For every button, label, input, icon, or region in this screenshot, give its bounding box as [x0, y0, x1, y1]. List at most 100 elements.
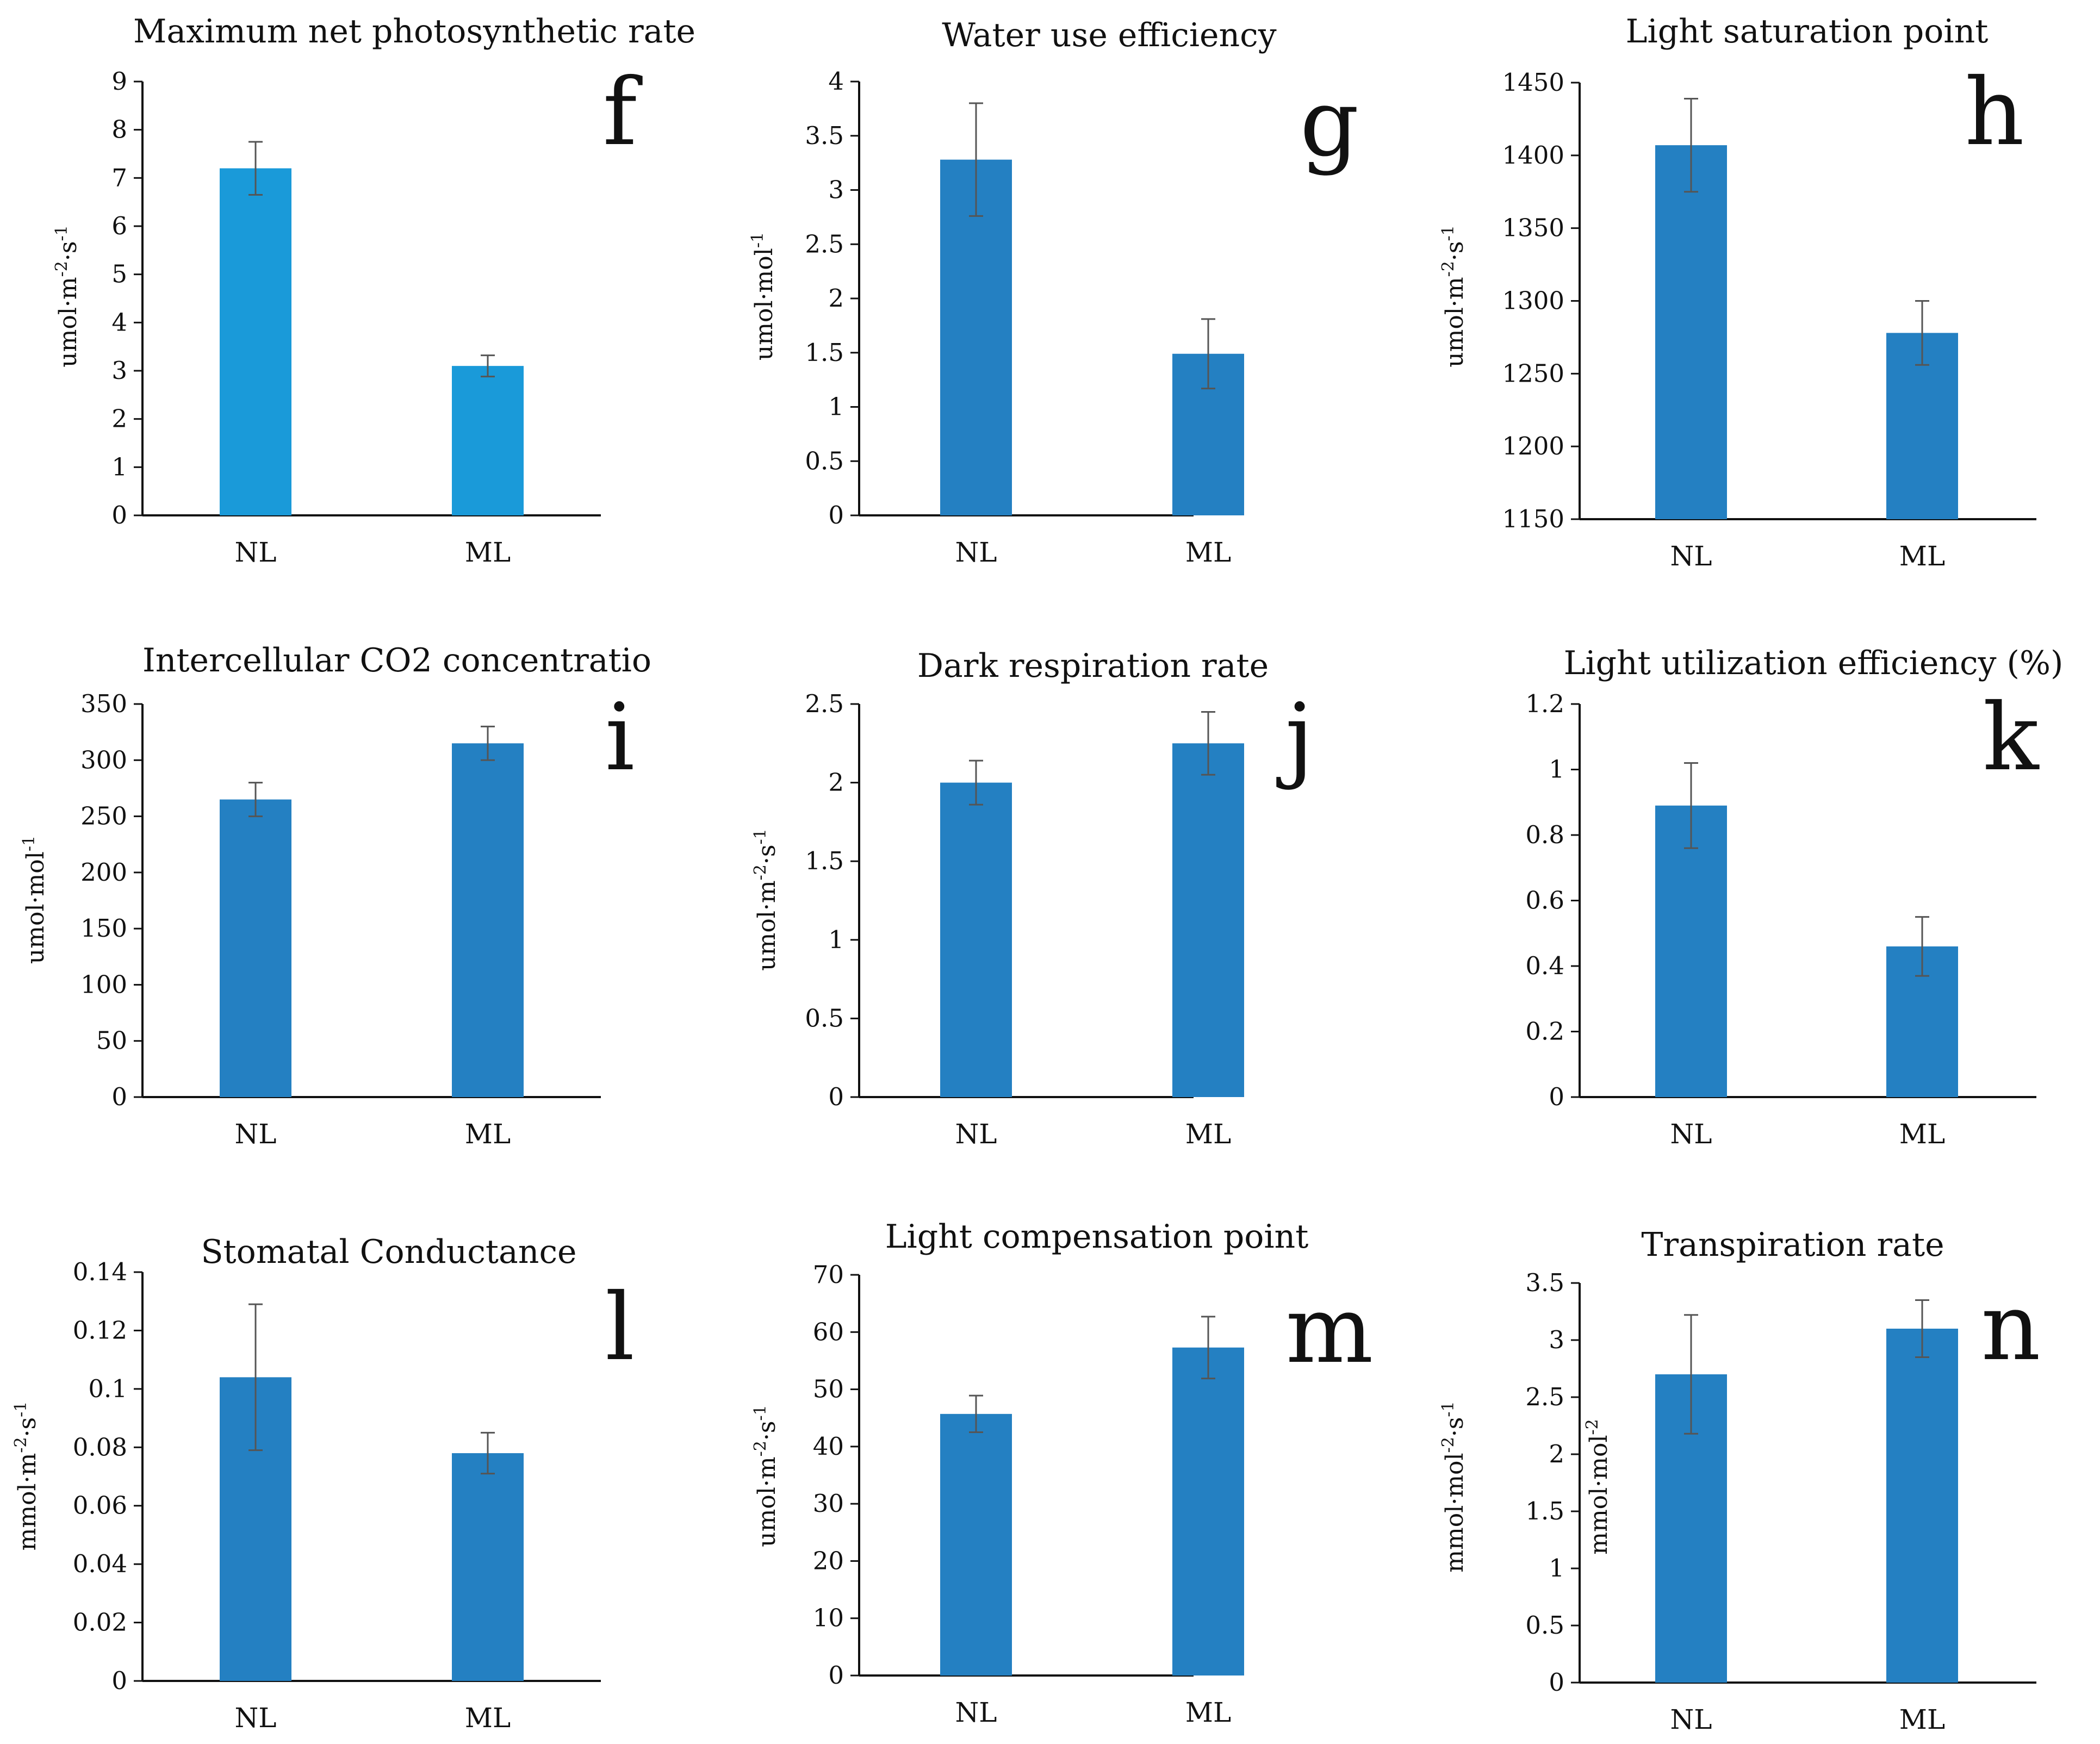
y-tick-label: 200 — [80, 858, 127, 887]
y-tick-label: 1 — [1549, 755, 1564, 784]
y-tick-label: 50 — [813, 1375, 844, 1404]
y-tick-label: 2 — [828, 768, 844, 797]
panel-letter: i — [605, 684, 635, 792]
y-tick-label: 0.04 — [73, 1549, 127, 1578]
y-tick-label: 150 — [80, 914, 127, 943]
y-tick-label: 10 — [813, 1604, 844, 1633]
chart-m: Light compensation point m 0 10 20 30 40 50 60 70… — [751, 1218, 1374, 1728]
chart-n: Transpiration rate n 0 0.5 1 1.5 2 2.5 3 3.5 NL ML m… — [1439, 1226, 2041, 1735]
y-tick-label: 2.5 — [805, 689, 844, 718]
y-tick-label: 3 — [1549, 1325, 1564, 1354]
y-tick-label: 5 — [111, 260, 127, 289]
y-tick-label: 30 — [813, 1489, 844, 1518]
panel-letter: n — [1981, 1274, 2041, 1381]
y-axis-label: umol·m-2·s-1 — [1439, 225, 1469, 367]
y-tick-label: 0 — [828, 501, 844, 530]
y-tick-label: 1200 — [1502, 432, 1564, 460]
y-axis-label: umol·m-2·s-1 — [751, 1405, 781, 1547]
y-tick-label: 2 — [111, 404, 127, 433]
chart-title: Dark respiration rate — [917, 647, 1269, 685]
x-category-label: NL — [1670, 1118, 1712, 1150]
chart-h: Light saturation point h 1150 1200 1250 1300 1… — [1439, 13, 2036, 572]
chart-f: Maximum net photosynthetic rate f 0 1 2 3 4 5 6 7… — [52, 13, 696, 568]
y-tick-label: 4 — [828, 67, 844, 96]
x-category-label: NL — [1670, 1704, 1712, 1735]
y-axis-label: mmol·mol-2·s-1 — [1439, 1401, 1469, 1572]
x-category-label: NL — [235, 1118, 277, 1150]
y-tick-label: 40 — [813, 1432, 844, 1461]
x-category-label: ML — [1185, 537, 1231, 568]
y-tick-label: 50 — [96, 1026, 127, 1055]
bar-nl — [940, 159, 1012, 515]
y-tick-label: 1 — [1549, 1554, 1564, 1583]
chart-title: Light compensation point — [885, 1218, 1309, 1256]
panel-letter: m — [1285, 1276, 1373, 1384]
y-tick-label: 1.5 — [805, 846, 844, 875]
y-tick-label: 1.5 — [1525, 1497, 1564, 1525]
y-tick-label: 300 — [80, 745, 127, 774]
y-tick-label: 1350 — [1502, 214, 1564, 242]
chart-title: Maximum net photosynthetic rate — [133, 13, 695, 51]
y-tick-label: 20 — [813, 1546, 844, 1575]
y-tick-label: 3.5 — [1525, 1268, 1564, 1297]
y-tick-label: 0 — [111, 501, 127, 530]
x-category-label: NL — [235, 1702, 277, 1734]
y-tick-label: 0 — [1549, 1668, 1564, 1697]
x-category-label: ML — [1185, 1697, 1231, 1728]
y-tick-label: 0.12 — [73, 1316, 127, 1344]
y-tick-label: 0.02 — [73, 1608, 127, 1637]
y-tick-label: 0.4 — [1525, 951, 1564, 980]
y-tick-label: 3 — [111, 356, 127, 385]
x-category-label: ML — [1899, 540, 1945, 572]
bar-nl — [220, 168, 291, 516]
bar-nl — [220, 799, 291, 1097]
bar-ml — [452, 743, 524, 1097]
y-tick-label: 0.1 — [88, 1374, 127, 1403]
y-tick-label: 1300 — [1502, 286, 1564, 315]
bar-ml — [1172, 743, 1244, 1097]
y-tick-label: 1 — [111, 452, 127, 481]
y-tick-label: 9 — [111, 67, 127, 96]
y-tick-label: 1 — [828, 393, 844, 421]
x-category-label: NL — [955, 1118, 997, 1150]
bar-ml — [452, 1453, 524, 1681]
y-tick-label: 0 — [828, 1082, 844, 1111]
x-category-label: NL — [955, 1697, 997, 1728]
x-category-label: ML — [465, 1118, 511, 1150]
y-tick-label: 1250 — [1502, 359, 1564, 388]
bar-nl — [940, 782, 1012, 1097]
y-tick-label: 0 — [111, 1082, 127, 1111]
y-tick-label: 0.8 — [1525, 820, 1564, 849]
y-tick-label: 1150 — [1502, 504, 1564, 533]
y-tick-label: 70 — [813, 1260, 844, 1289]
y-tick-label: 2.5 — [1525, 1382, 1564, 1411]
y-tick-label: 4 — [111, 308, 127, 337]
y-tick-label: 1.2 — [1525, 689, 1564, 718]
y-tick-label: 2 — [1549, 1440, 1564, 1468]
chart-g: Water use efficiency g 0 0.5 1 1.5 2 2.5 3 3.5 4 NL… — [748, 16, 1359, 568]
y-tick-label: 7 — [111, 163, 127, 192]
x-category-label: ML — [1185, 1118, 1231, 1150]
chart-title: Intercellular CO2 concentratio — [142, 641, 651, 680]
x-category-label: NL — [235, 537, 277, 568]
y-tick-label: 60 — [813, 1317, 844, 1346]
x-category-label: ML — [465, 537, 511, 568]
y-tick-label: 0.5 — [1525, 1611, 1564, 1640]
y-axis-label: umol·m-2·s-1 — [52, 225, 83, 367]
panel-letter: h — [1965, 59, 2024, 166]
y-tick-label: 3 — [828, 176, 844, 204]
bar-nl — [1655, 805, 1727, 1097]
y-tick-label: 0.14 — [73, 1257, 127, 1286]
bar-ml — [452, 366, 524, 515]
chart-title: Light utilization efficiency (%) — [1564, 644, 2064, 682]
x-category-label: ML — [1899, 1118, 1945, 1150]
chart-title: Transpiration rate — [1641, 1226, 1944, 1264]
y-tick-label: 0.6 — [1525, 886, 1564, 915]
y-tick-label: 2.5 — [805, 229, 844, 258]
y-tick-label: 250 — [80, 802, 127, 831]
y-tick-label: 0 — [828, 1661, 844, 1690]
y-tick-label: 0.06 — [73, 1491, 127, 1520]
panel-letter: j — [1276, 684, 1314, 792]
x-category-label: ML — [465, 1702, 511, 1734]
